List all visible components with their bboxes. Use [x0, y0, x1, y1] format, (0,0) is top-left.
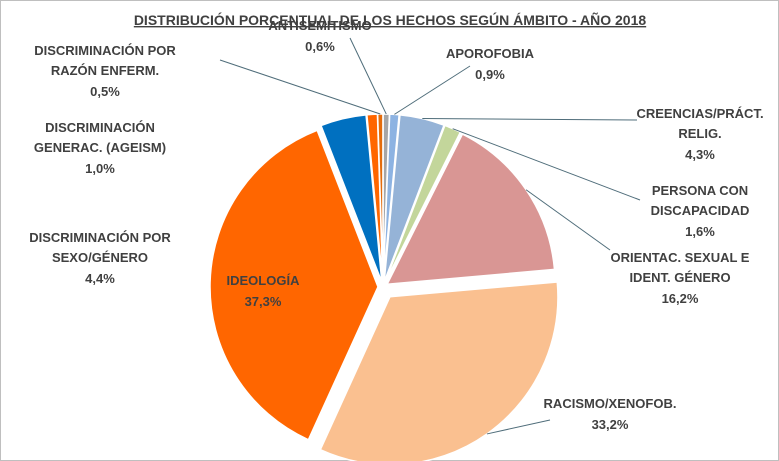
chart-title: DISTRIBUCIÓN PORCENTUAL DE LOS HECHOS SE… [134, 11, 647, 28]
slice-value-label: 4,4% [85, 271, 115, 286]
slice-value-label: 37,3% [245, 294, 282, 309]
slice-label: DISCRIMINACIÓN GENERAC. (AGEISM) [34, 120, 166, 155]
slice-label: DISCRIMINACIÓN POR RAZÓN ENFERM. [34, 43, 176, 78]
slice-label: ORIENTAC. SEXUAL E IDENT. GÉNERO [611, 250, 750, 285]
slice-value-label: 33,2% [592, 417, 629, 432]
slice-value-label: 0,9% [475, 67, 505, 82]
leader-line [219, 59, 381, 115]
slice-value-label: 16,2% [662, 291, 699, 306]
leader-line [422, 118, 638, 121]
pie-slice [320, 114, 383, 283]
pie-slice [319, 281, 559, 461]
slice-label: APOROFOBIA [446, 46, 535, 61]
pie-slice [209, 129, 379, 441]
slice-value-label: 0,6% [305, 39, 335, 54]
leader-line [349, 37, 387, 115]
slice-value-label: 0,5% [90, 84, 120, 99]
slice-label: RACISMO/XENOFOB. [544, 396, 677, 411]
leader-line [525, 189, 611, 251]
slice-label: CREENCIAS/PRÁCT. RELIG. [636, 106, 763, 141]
slice-label: ANTISEMITISMO [268, 18, 371, 33]
slice-value-label: 4,3% [685, 147, 715, 162]
leader-line [394, 65, 471, 115]
pie-slice [383, 114, 445, 283]
slice-value-label: 1,6% [685, 224, 715, 239]
slice-label: DISCRIMINACIÓN POR SEXO/GÉNERO [29, 230, 171, 265]
leader-line [452, 128, 641, 201]
slice-label: PERSONA CON DISCAPACIDAD [651, 183, 750, 218]
slice-value-label: 1,0% [85, 161, 115, 176]
leader-line [486, 419, 551, 435]
slice-label: IDEOLOGÍA [227, 273, 301, 288]
